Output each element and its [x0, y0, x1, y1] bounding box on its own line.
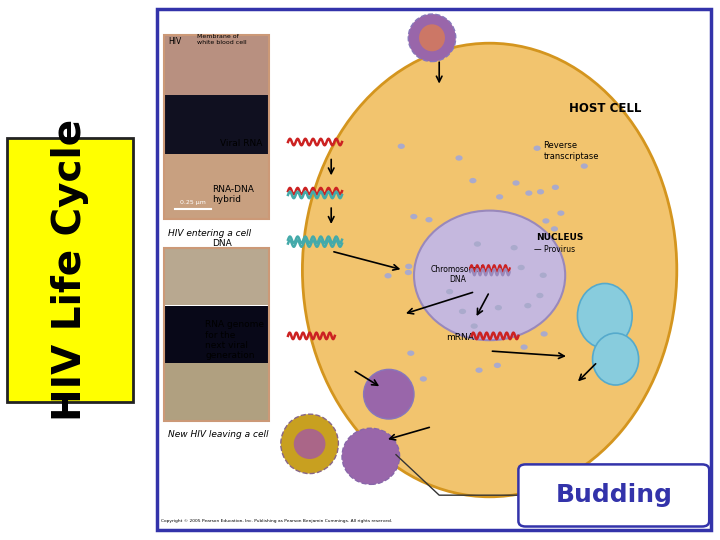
Text: 0.25 µm: 0.25 µm — [180, 200, 206, 205]
Circle shape — [476, 333, 483, 338]
Circle shape — [525, 191, 532, 196]
Circle shape — [494, 363, 501, 368]
Ellipse shape — [281, 414, 338, 474]
Circle shape — [536, 293, 544, 298]
Text: Reverse
transcriptase: Reverse transcriptase — [544, 141, 599, 161]
Text: HOST CELL: HOST CELL — [569, 102, 642, 114]
Circle shape — [446, 289, 453, 294]
Text: NUCLEUS: NUCLEUS — [536, 233, 584, 242]
Text: HIV entering a cell: HIV entering a cell — [168, 230, 251, 238]
Circle shape — [384, 273, 392, 279]
Circle shape — [581, 164, 588, 169]
Circle shape — [539, 273, 546, 278]
Circle shape — [475, 368, 482, 373]
Ellipse shape — [302, 43, 677, 497]
Circle shape — [557, 211, 564, 216]
Ellipse shape — [414, 211, 565, 340]
Circle shape — [459, 309, 466, 314]
Circle shape — [521, 345, 528, 350]
Circle shape — [420, 376, 427, 382]
Circle shape — [534, 145, 541, 151]
Text: Membrane of
white blood cell: Membrane of white blood cell — [197, 34, 246, 45]
Circle shape — [410, 214, 418, 219]
Circle shape — [496, 194, 503, 200]
Circle shape — [542, 218, 549, 224]
Circle shape — [552, 185, 559, 190]
FancyBboxPatch shape — [164, 306, 269, 363]
Circle shape — [495, 305, 502, 310]
Text: HIV Life Cycle: HIV Life Cycle — [51, 119, 89, 421]
Text: Copyright © 2005 Pearson Education, Inc. Publishing as Pearson Benjamin Cummings: Copyright © 2005 Pearson Education, Inc.… — [161, 518, 392, 523]
FancyBboxPatch shape — [7, 138, 133, 402]
Circle shape — [524, 303, 531, 308]
Ellipse shape — [593, 333, 639, 385]
Circle shape — [405, 270, 412, 275]
Text: RNA-DNA
hybrid: RNA-DNA hybrid — [212, 185, 254, 204]
Ellipse shape — [342, 428, 400, 484]
Circle shape — [405, 264, 413, 269]
Text: New HIV leaving a cell: New HIV leaving a cell — [168, 430, 269, 439]
Circle shape — [408, 350, 415, 356]
FancyBboxPatch shape — [164, 35, 269, 94]
Circle shape — [513, 180, 520, 186]
Text: HIV: HIV — [168, 37, 181, 46]
Text: Viral RNA: Viral RNA — [220, 139, 262, 147]
FancyBboxPatch shape — [164, 94, 269, 154]
FancyBboxPatch shape — [518, 464, 709, 526]
Circle shape — [474, 241, 481, 247]
FancyBboxPatch shape — [157, 9, 711, 530]
Ellipse shape — [577, 284, 632, 348]
Circle shape — [510, 245, 518, 251]
Circle shape — [456, 156, 463, 161]
Text: RNA genome
for the
next viral
generation: RNA genome for the next viral generation — [205, 320, 264, 360]
Text: — Provirus: — Provirus — [534, 245, 575, 254]
Circle shape — [537, 189, 544, 194]
Circle shape — [469, 178, 477, 183]
Circle shape — [397, 144, 405, 149]
Circle shape — [541, 331, 548, 336]
Ellipse shape — [419, 24, 445, 51]
Text: DNA: DNA — [212, 239, 232, 247]
Circle shape — [471, 323, 478, 329]
Circle shape — [426, 217, 433, 222]
Ellipse shape — [364, 369, 414, 419]
Text: mRNA: mRNA — [446, 333, 474, 342]
Text: Budding: Budding — [555, 483, 672, 508]
FancyBboxPatch shape — [164, 363, 269, 421]
FancyBboxPatch shape — [164, 154, 269, 219]
Circle shape — [551, 226, 558, 232]
Ellipse shape — [294, 429, 325, 459]
FancyBboxPatch shape — [164, 248, 269, 305]
Text: Chromosomal
DNA: Chromosomal DNA — [431, 265, 484, 284]
Ellipse shape — [408, 14, 456, 62]
Circle shape — [518, 265, 525, 270]
